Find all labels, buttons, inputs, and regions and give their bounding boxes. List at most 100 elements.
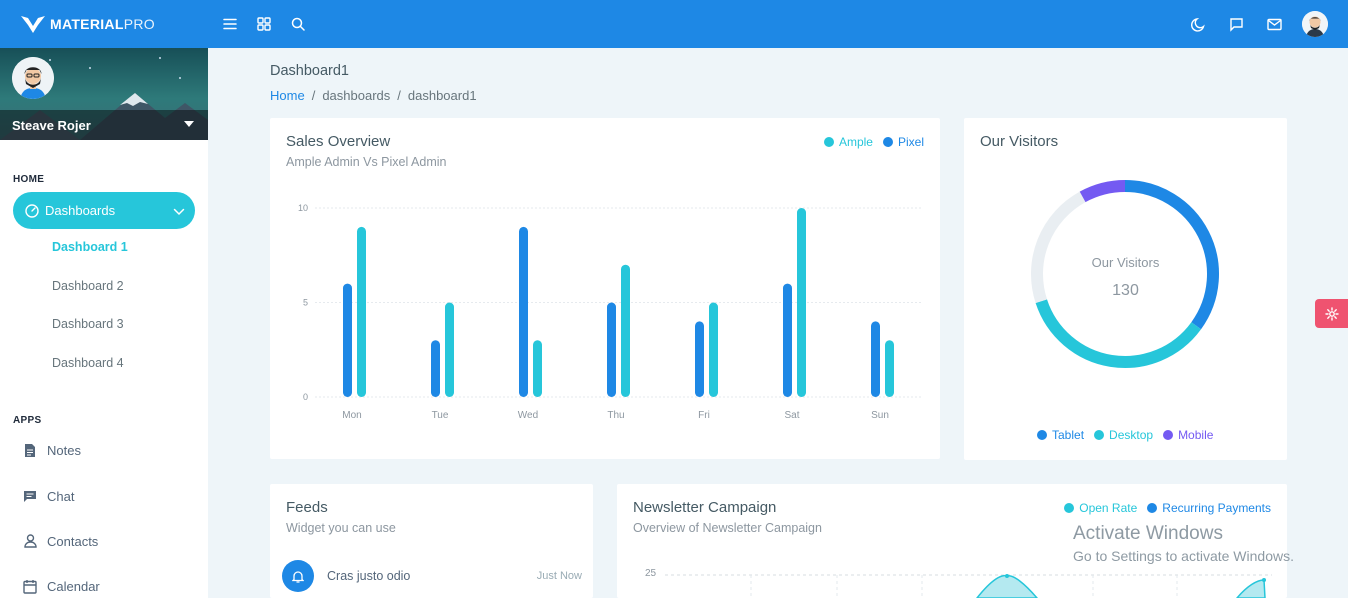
sales-overview-title: Sales Overview bbox=[286, 133, 391, 150]
legend-label: Ample bbox=[838, 135, 873, 149]
legend-label: Desktop bbox=[1109, 428, 1154, 442]
sales-legend: Ample Pixel bbox=[823, 135, 924, 149]
legend-item-recurring-payments[interactable]: Recurring Payments bbox=[1147, 501, 1271, 515]
topbar: MATERIAL PRO bbox=[0, 0, 1348, 48]
sidebar-item-label: Chat bbox=[47, 488, 75, 504]
moon-icon[interactable] bbox=[1188, 14, 1208, 34]
donut-center-value: 130 bbox=[1112, 282, 1139, 299]
x-tick-label: Fri bbox=[698, 410, 710, 421]
visitors-card: Our Visitors Our Visitors 130 Tablet Des… bbox=[964, 118, 1287, 460]
bar-pixel bbox=[709, 302, 718, 397]
nav-caption-home: HOME bbox=[13, 174, 45, 185]
brand-name-bold: MATERIAL bbox=[50, 16, 124, 32]
brand-name-light: PRO bbox=[123, 16, 155, 32]
newsletter-card: Newsletter Campaign Overview of Newslett… bbox=[617, 484, 1287, 598]
bar-pixel bbox=[797, 208, 806, 397]
donut-slice-mobile bbox=[1079, 180, 1126, 203]
x-tick-label: Mon bbox=[342, 410, 361, 421]
calendar-icon bbox=[22, 578, 38, 594]
user-avatar[interactable] bbox=[12, 57, 54, 99]
open-rate-area bbox=[1236, 579, 1266, 598]
open-rate-area bbox=[976, 574, 1038, 598]
y-tick-label: 10 bbox=[298, 203, 308, 213]
mountains-illustration bbox=[0, 57, 208, 140]
sidebar-subitem-dashboard-3[interactable]: Dashboard 3 bbox=[52, 317, 124, 331]
search-icon[interactable] bbox=[288, 14, 308, 34]
bar-ample bbox=[431, 340, 440, 397]
legend-label: Tablet bbox=[1052, 428, 1085, 442]
sidebar-item-contacts[interactable]: Contacts bbox=[22, 533, 98, 549]
legend-item-pixel[interactable]: Pixel bbox=[882, 135, 924, 149]
legend-item-ample[interactable]: Ample bbox=[823, 135, 873, 149]
bar-ample bbox=[343, 283, 352, 397]
x-tick-label: Wed bbox=[518, 410, 538, 421]
feed-item-time: Just Now bbox=[536, 570, 582, 582]
sales-overview-subtitle: Ample Admin Vs Pixel Admin bbox=[286, 155, 447, 169]
windows-activation-watermark: Activate Windows Go to Settings to activ… bbox=[1073, 523, 1294, 564]
feed-item[interactable]: Cras justo odio Just Now bbox=[282, 560, 582, 592]
sidebar-item-calendar[interactable]: Calendar bbox=[22, 578, 100, 594]
legend-label: Open Rate bbox=[1079, 501, 1138, 515]
legend-item-mobile[interactable]: Mobile bbox=[1163, 428, 1213, 442]
legend-label: Pixel bbox=[897, 135, 924, 149]
legend-dot bbox=[1064, 503, 1075, 513]
sidebar-item-chat[interactable]: Chat bbox=[22, 488, 74, 504]
y-tick-label: 25 bbox=[645, 568, 657, 579]
y-tick-label: 5 bbox=[303, 298, 308, 308]
watermark-title: Activate Windows bbox=[1073, 523, 1223, 544]
note-icon bbox=[22, 442, 38, 458]
mail-icon[interactable] bbox=[1264, 14, 1284, 34]
legend-dot bbox=[1163, 430, 1174, 440]
donut-slice-other bbox=[1031, 191, 1086, 304]
user-name: Steave Rojer bbox=[12, 117, 91, 133]
chat-icon bbox=[22, 488, 38, 504]
legend-label: Mobile bbox=[1178, 428, 1214, 442]
sidebar-item-notes[interactable]: Notes bbox=[22, 442, 81, 458]
legend-item-desktop[interactable]: Desktop bbox=[1094, 428, 1153, 442]
sidebar-subitem-dashboard-4[interactable]: Dashboard 4 bbox=[52, 356, 124, 370]
sidebar-item-dashboards[interactable]: Dashboards bbox=[13, 192, 195, 229]
apps-grid-icon[interactable] bbox=[254, 14, 274, 34]
newsletter-legend: Open Rate Recurring Payments bbox=[1064, 501, 1271, 515]
x-tick-label: Tue bbox=[432, 410, 449, 421]
sidebar-subitem-dashboard-2[interactable]: Dashboard 2 bbox=[52, 279, 124, 293]
donut-center-label: Our Visitors bbox=[1091, 255, 1160, 270]
feeds-title: Feeds bbox=[286, 499, 328, 516]
sales-bar-chart: 0 5 10 Mon Tue Wed Thu Fri Sat Sun bbox=[298, 203, 922, 421]
bar-pixel bbox=[533, 340, 542, 397]
feeds-card: Feeds Widget you can use Cras justo odio… bbox=[270, 484, 593, 598]
bar-pixel bbox=[445, 302, 454, 397]
top-avatar[interactable] bbox=[1302, 11, 1328, 37]
sidebar-subitem-dashboard-1[interactable]: Dashboard 1 bbox=[52, 240, 128, 254]
watermark-subtitle: Go to Settings to activate Windows. bbox=[1073, 548, 1294, 564]
legend-item-tablet[interactable]: Tablet bbox=[1037, 428, 1084, 442]
page-title: Dashboard1 bbox=[270, 63, 349, 79]
breadcrumb-home-link[interactable]: Home bbox=[270, 88, 305, 103]
nav-caption-apps: APPS bbox=[13, 415, 42, 426]
settings-toggle[interactable] bbox=[1315, 299, 1348, 328]
donut-slice-desktop bbox=[1035, 299, 1202, 368]
gear-icon bbox=[1324, 306, 1339, 321]
message-icon[interactable] bbox=[1226, 14, 1246, 34]
gauge-icon bbox=[25, 203, 39, 218]
caret-down-icon bbox=[184, 121, 194, 127]
visitors-title: Our Visitors bbox=[980, 133, 1059, 150]
brand[interactable]: MATERIAL PRO bbox=[0, 14, 208, 34]
data-point bbox=[1005, 574, 1009, 578]
breadcrumb-item[interactable]: dashboards bbox=[322, 88, 391, 103]
feed-item-text: Cras justo odio bbox=[327, 569, 411, 583]
legend-dot bbox=[1094, 430, 1105, 440]
user-name-dropdown[interactable]: Steave Rojer bbox=[0, 110, 208, 140]
legend-dot bbox=[823, 137, 834, 147]
bar-ample bbox=[519, 226, 528, 397]
menu-icon[interactable] bbox=[220, 14, 240, 34]
bar-pixel bbox=[357, 226, 366, 397]
visitors-donut-chart bbox=[1031, 180, 1219, 368]
legend-dot bbox=[1037, 430, 1047, 440]
x-tick-label: Sun bbox=[871, 410, 889, 421]
legend-item-open-rate[interactable]: Open Rate bbox=[1064, 501, 1137, 515]
newsletter-area-chart: 25 bbox=[645, 568, 1272, 598]
logo-icon bbox=[21, 16, 45, 33]
bar-ample bbox=[783, 283, 792, 397]
user-icon bbox=[22, 533, 38, 549]
